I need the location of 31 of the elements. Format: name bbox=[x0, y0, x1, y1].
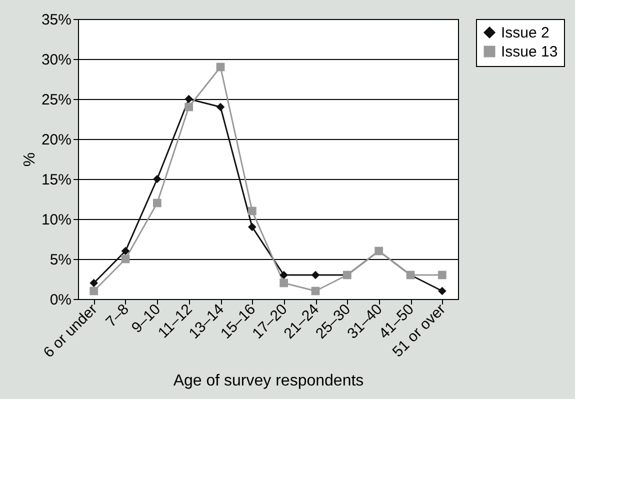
legend-label: Issue 2 bbox=[501, 24, 550, 42]
point bbox=[311, 270, 320, 280]
point bbox=[248, 206, 256, 216]
y-tick-label: 35% bbox=[41, 12, 72, 28]
point bbox=[121, 254, 130, 264]
point bbox=[438, 270, 446, 280]
y-tick-label: 15% bbox=[41, 172, 72, 188]
point bbox=[280, 270, 288, 280]
point bbox=[184, 94, 194, 104]
point bbox=[90, 278, 98, 288]
point bbox=[90, 286, 98, 296]
legend-label: Issue 13 bbox=[501, 44, 558, 60]
y-tick-label: 30% bbox=[41, 52, 72, 68]
point bbox=[311, 286, 320, 296]
point bbox=[216, 62, 225, 72]
point bbox=[280, 278, 288, 288]
point bbox=[216, 102, 225, 112]
y-tick-label: 0% bbox=[50, 292, 72, 308]
x-tick-label: 7–8 bbox=[102, 300, 132, 331]
y-tick-label: 5% bbox=[50, 252, 72, 268]
point bbox=[152, 198, 162, 208]
point bbox=[438, 286, 446, 296]
point bbox=[184, 102, 194, 112]
y-axis-title: % bbox=[21, 152, 38, 167]
point bbox=[248, 222, 256, 232]
x-axis-title: Age of survey respondents bbox=[173, 372, 364, 390]
y-tick-label: 25% bbox=[41, 92, 72, 108]
y-tick-label: 20% bbox=[41, 132, 72, 148]
y-tick-label: 10% bbox=[41, 212, 72, 228]
point bbox=[121, 246, 130, 256]
point bbox=[152, 174, 162, 184]
